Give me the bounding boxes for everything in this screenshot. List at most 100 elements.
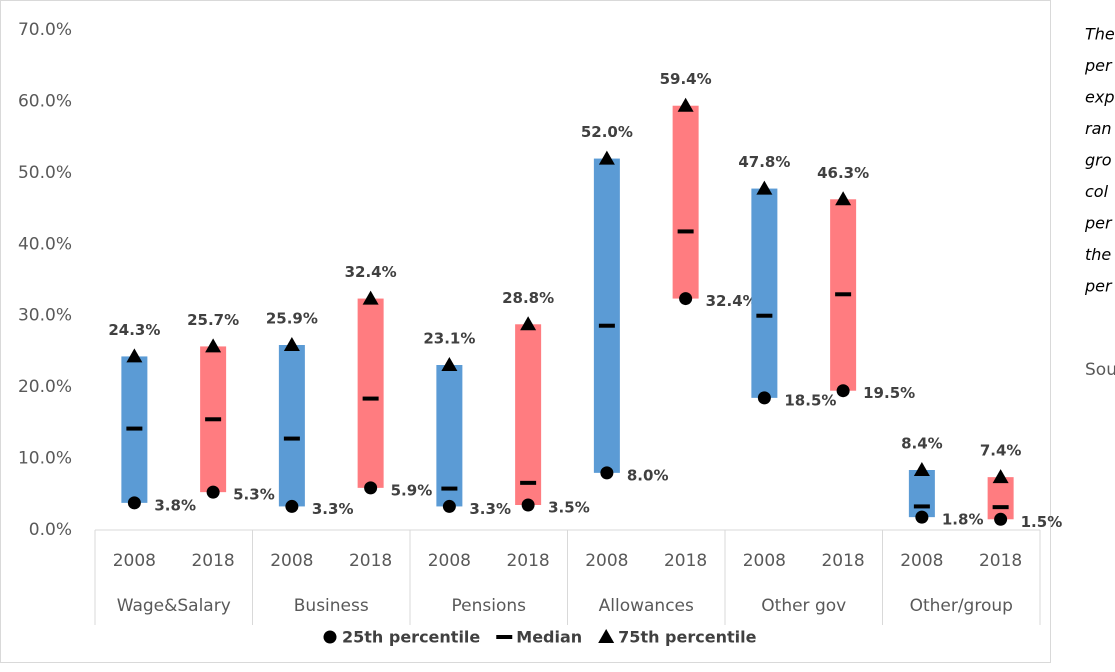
note-line: col [1085, 182, 1109, 201]
source: Sou [1085, 360, 1115, 380]
value-label: 46.3% [817, 164, 869, 182]
note-line: exp [1085, 88, 1114, 107]
x-tick-label: 2008 [113, 551, 156, 571]
note-line: The [1085, 25, 1115, 44]
legend-label: 25th percentile [342, 628, 480, 647]
y-tick-label: 70.0% [18, 20, 72, 40]
group-label: Other gov [761, 596, 846, 616]
chart-border [0, 0, 1051, 663]
value-label: 5.3% [233, 486, 275, 504]
range-bar [987, 477, 1014, 520]
value-label: 32.4% [345, 263, 397, 281]
marker-triangle [362, 290, 379, 305]
x-tick-label: 2008 [743, 551, 786, 571]
marker-triangle [677, 97, 694, 112]
note-line: ran [1085, 119, 1112, 138]
y-tick-label: 30.0% [18, 306, 72, 326]
marker-dash [362, 396, 379, 401]
marker-dash [992, 505, 1009, 510]
value-label: 5.9% [391, 481, 433, 499]
marker-dash [205, 417, 222, 422]
marker-circle [364, 481, 378, 495]
range-bar [908, 470, 935, 518]
value-label: 28.8% [502, 289, 554, 307]
marker-dash [677, 229, 694, 234]
range-bar [278, 345, 305, 507]
marker-circle [127, 496, 141, 510]
marker-triangle [441, 357, 458, 371]
range-bar [751, 188, 778, 398]
x-tick-label: 2008 [428, 551, 471, 571]
marker-dash [913, 504, 930, 509]
note-line: gro [1085, 151, 1112, 170]
marker-circle [285, 499, 299, 513]
marker-triangle [756, 180, 773, 195]
marker-circle [994, 512, 1008, 526]
value-label: 59.4% [660, 70, 712, 88]
x-tick-label: 2018 [191, 551, 234, 571]
marker-triangle [835, 191, 852, 206]
value-label: 1.8% [942, 511, 984, 529]
value-label: 3.5% [548, 499, 590, 517]
value-label: 23.1% [423, 330, 475, 348]
group-label: Pensions [452, 596, 527, 616]
x-tick-label: 2018 [979, 551, 1022, 571]
value-label: 7.4% [980, 442, 1022, 460]
value-label: 18.5% [784, 391, 836, 409]
value-label: 3.3% [312, 500, 354, 518]
range-bar [593, 158, 620, 473]
marker-circle [679, 292, 693, 306]
marker-circle [442, 499, 456, 513]
x-tick-label: 2008 [270, 551, 313, 571]
value-label: 25.9% [266, 310, 318, 328]
value-label: 32.4% [706, 292, 758, 310]
marker-triangle [598, 629, 615, 643]
group-label: Wage&Salary [117, 596, 231, 616]
x-tick-label: 2018 [821, 551, 864, 571]
value-label: 47.8% [738, 153, 790, 171]
note-line: per [1084, 277, 1113, 296]
marker-triangle [598, 150, 615, 165]
marker-triangle [992, 469, 1009, 484]
marker-triangle [520, 316, 537, 331]
y-tick-label: 60.0% [18, 91, 72, 111]
x-tick-label: 2018 [506, 551, 549, 571]
marker-dash [496, 635, 513, 639]
marker-circle [915, 510, 929, 524]
x-tick-label: 2018 [664, 551, 707, 571]
value-label: 3.3% [469, 500, 511, 518]
range-bar [357, 298, 384, 488]
group-label: Other/group [910, 596, 1013, 616]
note-line: the [1085, 245, 1111, 264]
value-label: 19.5% [863, 384, 915, 402]
value-label: 8.0% [627, 466, 669, 484]
range-bar [515, 324, 542, 505]
marker-dash [441, 486, 458, 491]
marker-triangle [205, 338, 222, 353]
marker-dash [520, 480, 537, 485]
marker-circle [521, 498, 535, 512]
y-tick-label: 10.0% [18, 449, 72, 469]
marker-dash [756, 313, 773, 318]
value-label: 8.4% [901, 435, 943, 453]
x-tick-label: 2008 [585, 551, 628, 571]
x-tick-label: 2008 [900, 551, 943, 571]
range-bar [436, 365, 463, 507]
group-label: Business [294, 596, 369, 616]
y-tick-label: 20.0% [18, 377, 72, 397]
marker-dash [126, 426, 143, 431]
marker-dash [835, 292, 852, 297]
x-tick-label: 2018 [349, 551, 392, 571]
value-label: 1.5% [1021, 513, 1063, 531]
value-label: 24.3% [108, 321, 160, 339]
marker-dash [283, 436, 300, 441]
note-line: per [1084, 56, 1113, 75]
marker-circle [600, 466, 614, 480]
y-tick-label: 0.0% [29, 520, 72, 540]
range-bar [672, 105, 699, 299]
y-tick-label: 50.0% [18, 163, 72, 183]
marker-triangle [913, 462, 930, 476]
y-tick-label: 40.0% [18, 234, 72, 254]
marker-circle [757, 391, 771, 405]
